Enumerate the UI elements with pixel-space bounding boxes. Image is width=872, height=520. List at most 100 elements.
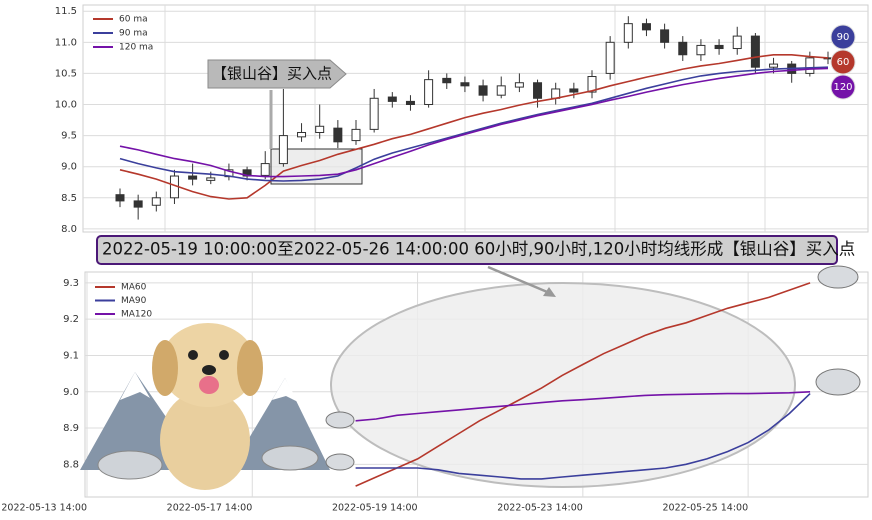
candle-body (405, 100, 415, 106)
ma-line (355, 391, 811, 422)
candle-body (315, 125, 325, 133)
legend-label: 120 ma (119, 43, 153, 53)
badge-label: 60 (837, 57, 850, 68)
candle-body (660, 29, 670, 43)
x-tick-label: 2022-05-23 14:00 (497, 503, 583, 514)
annotation-top: 【银山谷】买入点 (212, 65, 332, 83)
y-tick-label: 8.8 (63, 459, 79, 470)
annotation-box (96, 235, 838, 265)
ma-line (119, 66, 829, 182)
decoration (80, 265, 861, 490)
mountain (230, 378, 330, 470)
ingot (817, 265, 859, 289)
candle-body (732, 35, 742, 50)
top-vertical-grid (164, 5, 766, 232)
badge-label: 90 (837, 32, 850, 43)
snow (120, 372, 150, 400)
dog-body (160, 390, 250, 490)
y-tick-label: 9.0 (63, 387, 79, 398)
ingot (97, 450, 163, 480)
candle-body (460, 82, 470, 87)
y-tick-label: 8.9 (63, 423, 79, 434)
candle-body (369, 97, 379, 130)
x-tick-label: 2022-05-25 14:00 (663, 503, 749, 514)
arrow-head (543, 287, 556, 297)
legend-label: MA120 (121, 310, 152, 320)
candle-body (297, 131, 307, 138)
candle-body (496, 85, 506, 96)
candle-body (623, 23, 633, 43)
badge (830, 49, 856, 75)
ingot (325, 453, 355, 471)
candle-body (133, 200, 143, 208)
candle-body (514, 82, 524, 88)
y-tick-label: 9.3 (63, 278, 79, 289)
labels-layer: 8.0 8.5 9.0 9.5 10.0 10.5 11.0 11.5 60 ma 90 ma 12… (1, 6, 856, 514)
ingot (815, 368, 861, 396)
y-tick-label: 9.5 (61, 131, 77, 142)
dog-tongue (199, 376, 219, 394)
candle-body (569, 88, 579, 93)
annotation-arrow (207, 59, 347, 89)
dog-ear (152, 340, 178, 396)
y-tick-label: 11.5 (55, 6, 77, 17)
candle-body (551, 88, 561, 99)
y-tick-label: 11.0 (55, 37, 77, 48)
highlight-ellipse (330, 282, 796, 488)
dog-nose (202, 365, 216, 375)
candle-body (478, 85, 488, 96)
x-tick-label: 2022-05-17 14:00 (167, 503, 253, 514)
candle-body (714, 44, 724, 50)
candle-body (260, 163, 270, 176)
candle-body (605, 41, 615, 74)
candle-body (769, 63, 779, 68)
y-tick-label: 9.2 (63, 314, 79, 325)
ma-line (355, 393, 811, 480)
pointer-arrow (487, 265, 553, 296)
candle-body (587, 76, 597, 93)
candle-body (678, 41, 688, 56)
candle-body (750, 35, 760, 68)
x-tick-label: 2022-05-19 14:00 (332, 503, 418, 514)
y-tick-label: 8.0 (61, 224, 77, 235)
candle-body (206, 177, 216, 181)
dog-eye (188, 350, 198, 360)
legend-label: MA90 (121, 296, 147, 306)
dog-ear (237, 340, 263, 396)
legend-label: 90 ma (119, 29, 148, 39)
ma-line (119, 67, 829, 178)
y-tick-label: 8.5 (61, 193, 77, 204)
candle-body (115, 194, 125, 202)
badge (830, 24, 856, 50)
badge (830, 74, 856, 100)
y-tick-label: 10.0 (55, 100, 77, 111)
candle-body (533, 82, 543, 99)
ingot (325, 411, 355, 429)
y-tick-label: 9.0 (61, 162, 77, 173)
ma-line (119, 54, 829, 200)
candle-body (333, 127, 343, 143)
dog-eye (219, 350, 229, 360)
x-tick-label: 2022-05-13 14:00 (1, 503, 87, 514)
legend-label: MA60 (121, 283, 147, 293)
candle-body (278, 135, 288, 165)
legend-label: 60 ma (119, 15, 148, 25)
candle-body (641, 23, 651, 31)
candle-body (351, 128, 361, 142)
candle-body (424, 79, 434, 106)
badge-label: 120 (833, 82, 852, 93)
candle-body (696, 44, 706, 56)
dog-head (160, 323, 256, 407)
candle-body (151, 197, 161, 206)
candle-body (387, 96, 397, 102)
ingot (261, 445, 319, 471)
annotation-bottom: 2022-05-19 10:00:00至2022-05-26 14:00:00 … (102, 240, 855, 259)
snow (272, 378, 298, 402)
y-tick-label: 9.1 (63, 350, 79, 361)
candle-body (188, 175, 198, 180)
ma-line (355, 282, 811, 487)
candle-body (805, 57, 815, 74)
y-tick-label: 10.5 (55, 68, 77, 79)
candle-body (442, 77, 452, 84)
